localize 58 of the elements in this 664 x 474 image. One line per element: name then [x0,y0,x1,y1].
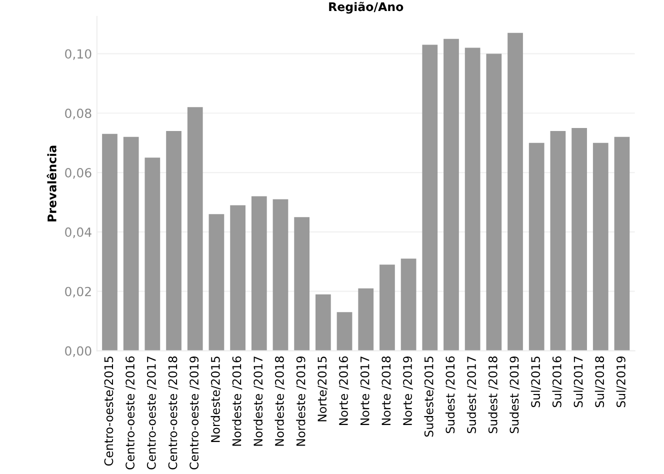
bar [294,217,310,351]
x-tick-label: Nordeste/2015 [210,356,221,442]
bar [572,128,587,351]
bar [336,312,352,351]
x-tick-label: Centro-oeste /2016 [126,356,136,470]
x-tick-label: Sudeste/2015 [424,356,434,437]
y-tick-label: 0,02 [65,286,91,298]
x-tick-label: Norte /2018 [382,356,392,426]
chart-title: Região/Ano [329,2,404,14]
bar [315,294,331,351]
x-tick-label: Norte /2019 [403,356,413,426]
y-tick-label: 0,00 [65,346,92,357]
x-tick-label: Sul/2015 [530,356,541,408]
bar [550,130,566,351]
x-tick-label: Sudest /2019 [510,356,520,434]
bar [422,44,438,351]
bar [464,48,480,351]
bar [208,214,224,351]
y-tick-label: 0,08 [65,108,92,120]
x-tick-label: Sul/2019 [616,356,626,408]
x-tick-label: Centro-oeste /2017 [146,356,157,470]
x-tick-label: Norte /2017 [360,356,370,426]
bar [486,54,502,351]
bar [380,264,395,351]
x-tick-label: Centro-oeste/2015 [104,356,114,466]
bar [444,38,459,351]
x-tick-label: Centro-oeste /2018 [168,356,178,470]
x-tick-label: Sudest /2017 [466,356,477,434]
bar [508,32,523,351]
x-tick-label: Norte/2015 [318,356,328,422]
y-axis-title: Prevalência [46,146,56,222]
x-tick-label: Norte /2016 [339,356,349,426]
x-tick-label: Sul/2017 [574,356,584,408]
x-tick-label: Sul/2016 [552,356,562,408]
bar [166,130,182,351]
x-tick-label: Nordeste /2019 [296,356,306,446]
x-tick-label: Nordeste /2016 [232,356,242,446]
y-tick-label: 0,06 [65,168,92,179]
bar [187,107,203,351]
bar [272,199,288,351]
bar [528,142,544,351]
bar [358,288,374,351]
bar [614,136,630,351]
bar [400,258,416,351]
x-tick-label: Sudest /2016 [446,356,456,434]
bar [144,158,160,351]
bar [102,134,118,351]
x-tick-label: Sudest /2018 [488,356,498,434]
bar [251,196,267,351]
x-tick-label: Centro-oeste /2019 [190,356,200,470]
x-tick-label: Sul/2018 [594,356,605,408]
x-tick-label: Nordeste /2017 [253,356,264,446]
x-tick-label: Nordeste /2018 [274,356,285,446]
y-tick-label: 0,10 [65,49,92,60]
bar [123,136,139,351]
y-tick-label: 0,04 [65,227,92,238]
bar [592,142,608,351]
bar [230,205,246,351]
